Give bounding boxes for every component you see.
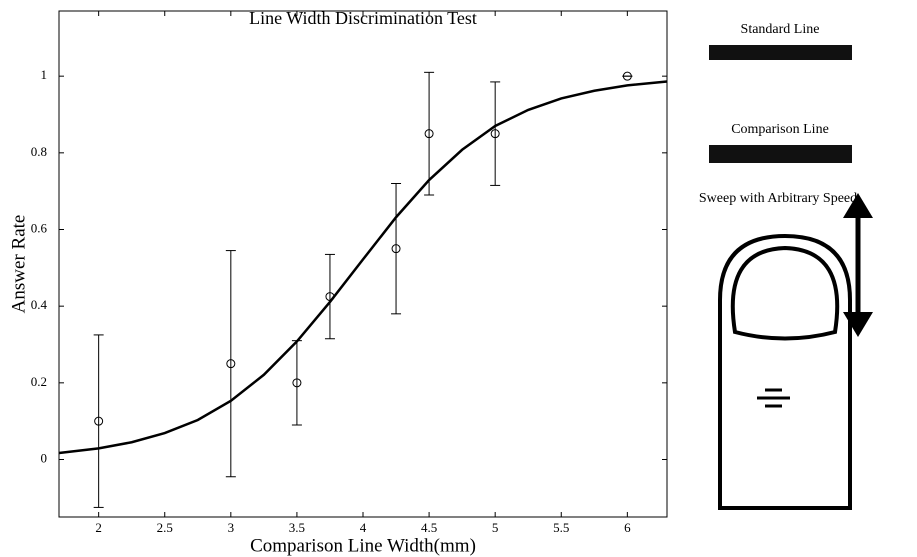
standard-line — [709, 45, 852, 60]
data-point — [226, 359, 236, 369]
chart-title: Line Width Discrimination Test — [249, 8, 477, 28]
x-tick-label: 3.5 — [289, 520, 305, 535]
comparison-line — [709, 145, 852, 163]
y-tick-label: 0 — [41, 450, 48, 465]
data-point — [292, 378, 302, 388]
y-tick-label: 1 — [41, 67, 48, 82]
y-tick-label: 0.6 — [31, 220, 48, 235]
finger — [718, 233, 852, 510]
fingernail — [730, 245, 840, 341]
x-tick-label: 6 — [624, 520, 631, 535]
plot-frame — [58, 10, 668, 518]
y-tick-label: 0.8 — [31, 144, 47, 159]
y-tick-label: 0.2 — [31, 374, 47, 389]
data-point — [94, 416, 104, 426]
x-tick-label: 5.5 — [553, 520, 569, 535]
data-point — [622, 71, 632, 81]
standard-label: Standard Line — [741, 22, 820, 37]
x-tick-label: 3 — [228, 520, 235, 535]
x-tick-label: 2.5 — [157, 520, 173, 535]
data-point — [490, 129, 500, 139]
x-tick-label: 4 — [360, 520, 367, 535]
x-axis-label: Comparison Line Width(mm) — [250, 535, 476, 556]
x-tick-label: 4.5 — [421, 520, 437, 535]
data-point — [391, 244, 401, 254]
data-point — [424, 129, 434, 139]
x-tick-label: 2 — [95, 520, 102, 535]
sweep-label: Sweep with Arbitrary Speed — [699, 191, 857, 206]
comparison-label: Comparison Line — [731, 122, 829, 137]
x-tick-label: 5 — [492, 520, 499, 535]
y-tick-label: 0.4 — [31, 297, 48, 312]
fit-curve — [58, 80, 668, 455]
ridges — [757, 388, 790, 408]
y-axis-label: Answer Rate — [8, 215, 29, 314]
sweep-arrow — [843, 193, 873, 337]
